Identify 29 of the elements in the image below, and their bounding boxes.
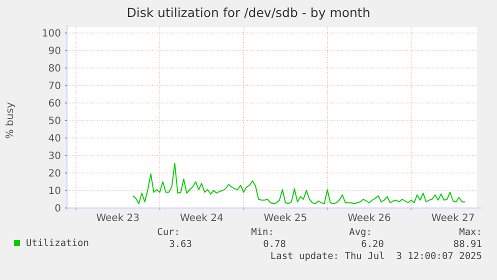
y-tick-label: 80 [48,64,61,74]
text: Min: [251,227,274,238]
legend-label: Utilization [26,238,89,249]
text: Avg: [349,227,372,238]
y-axis-title: % busy [5,102,16,139]
text: 3.63 [169,239,192,250]
y-tick-label: 30 [48,151,61,162]
y-tick-label: 60 [48,98,61,110]
y-tick-label: 100 [42,28,61,40]
x-tick-label: Week 24 [180,213,224,224]
y-tick-label: 40 [48,134,61,144]
x-tick-label: Week 26 [348,213,391,224]
text: 6.20 [361,239,384,250]
y-tick-label: 90 [48,46,61,57]
line-series [132,162,466,204]
y-tick-label: 10 [48,186,61,197]
y-tick-label: 0 [54,204,61,214]
x-tick-label: Week 27 [431,213,475,224]
text: 88.91 [453,239,482,250]
x-tick-label: Week 23 [96,213,140,224]
y-tick-label: 70 [48,81,61,92]
x-tick-label: Week 25 [264,213,308,224]
text: 0.78 [263,239,286,250]
y-tick-label: 50 [48,116,61,127]
chart-title: Disk utilization for /dev/sdb - by month [126,5,370,20]
y-tick-label: 20 [48,168,61,180]
text: Max: [459,227,482,238]
text: Last update: Thu Jul 3 12:00:07 2025 [270,251,482,262]
text: Cur: [157,227,180,238]
